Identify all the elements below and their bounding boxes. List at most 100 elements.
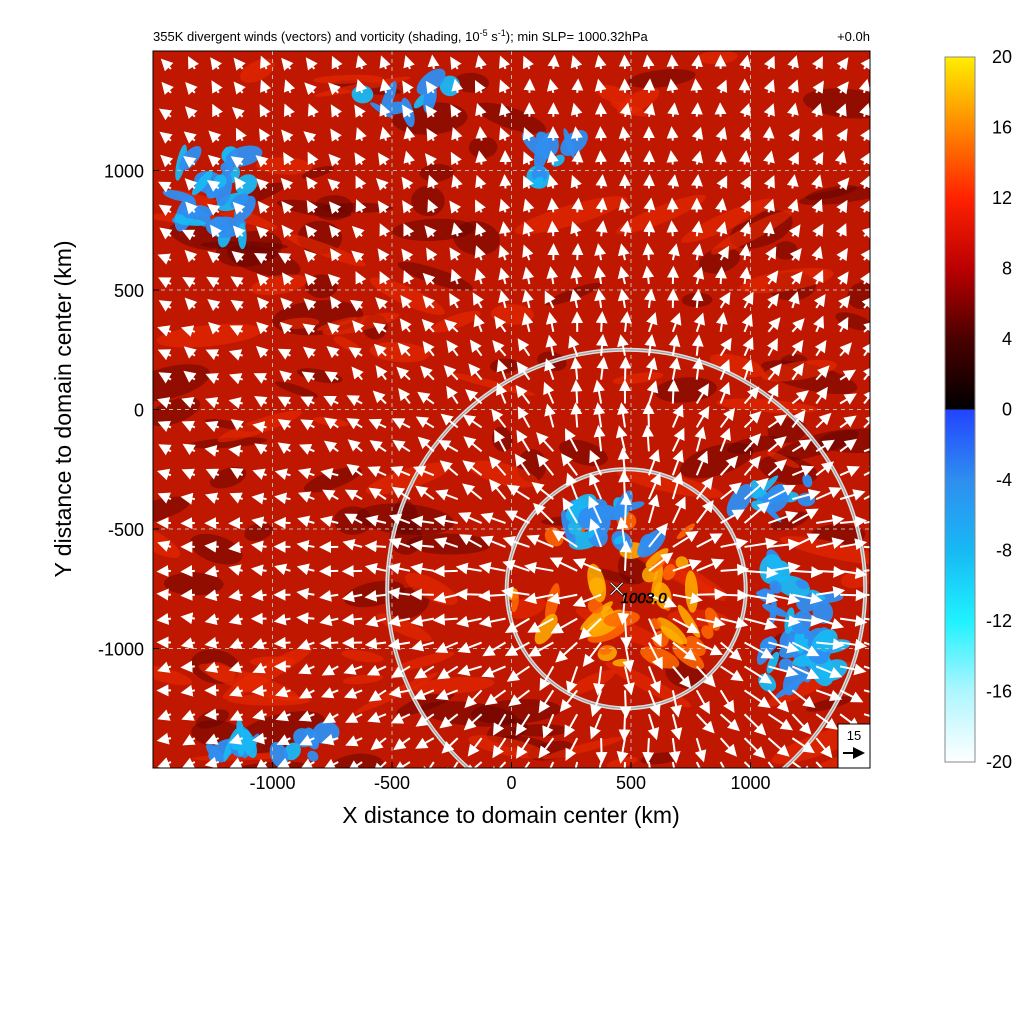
wind-vector (158, 300, 173, 312)
wind-vector (690, 102, 703, 117)
wind-vector (767, 689, 790, 713)
wind-vector (330, 248, 342, 262)
vorticity-patch-high (616, 194, 706, 235)
wind-vector (252, 662, 267, 674)
time-label: +0.0h (837, 29, 870, 44)
wind-vector (401, 176, 414, 190)
wind-vector (547, 220, 560, 237)
wind-vector (813, 293, 826, 309)
wind-vector (863, 465, 870, 477)
wind-vector (743, 761, 753, 768)
wind-vector (432, 565, 458, 578)
wind-vector (390, 665, 411, 678)
wind-vector (273, 636, 291, 649)
wind-vector (835, 103, 847, 118)
wind-vector (763, 79, 775, 94)
wind-vector (451, 126, 463, 141)
wind-vector (205, 397, 220, 409)
wind-vector (569, 288, 582, 309)
wind-vector (516, 429, 531, 452)
wind-vector (768, 641, 800, 654)
wind-vector (421, 318, 435, 333)
wind-vector (427, 199, 439, 213)
wind-vector (281, 57, 294, 71)
wind-vector (229, 757, 244, 768)
wind-vector (619, 102, 632, 117)
wind-vector (341, 636, 363, 649)
wind-vector (342, 590, 363, 603)
vorticity-negative (532, 176, 544, 189)
wind-vector (619, 492, 632, 524)
wind-vector (388, 537, 411, 550)
vorticity-patch-low (698, 247, 741, 274)
wind-vector (275, 710, 291, 722)
colorbar-tick-label: -12 (986, 611, 1012, 631)
wind-vector (274, 563, 291, 576)
wind-vector (229, 733, 243, 745)
vorticity-negative (283, 742, 301, 761)
reference-vector-box: 15 (837, 723, 871, 769)
vorticity-patch-high (710, 210, 793, 255)
wind-vector (839, 663, 867, 676)
wind-vector (157, 540, 172, 552)
wind-vector (715, 266, 727, 285)
wind-vector (330, 128, 342, 142)
wind-vector (862, 365, 870, 381)
vorticity-band (660, 626, 684, 645)
vorticity-patch-high (468, 735, 548, 759)
wind-vector (667, 174, 680, 189)
colorbar-tick-label: -16 (986, 682, 1012, 702)
wind-vector (321, 733, 339, 746)
wind-vector (815, 713, 839, 730)
wind-vector (306, 200, 319, 214)
wind-vector (791, 533, 820, 548)
wind-vector (324, 371, 339, 383)
wind-vector (255, 155, 269, 168)
wind-vector (273, 613, 291, 626)
wind-vector (570, 102, 583, 117)
wind-vector (791, 409, 806, 429)
wind-vector (812, 80, 824, 94)
wind-vector (667, 379, 680, 404)
wind-vector (228, 541, 243, 554)
wind-vector (342, 539, 363, 551)
wind-vector (595, 311, 608, 332)
wind-vector (229, 325, 244, 337)
wind-vector (403, 270, 415, 285)
wind-vector (691, 220, 704, 237)
wind-vector (252, 732, 267, 745)
wind-vector (522, 289, 534, 309)
wind-vector (672, 559, 702, 572)
vorticity-negative (162, 189, 195, 202)
wind-vector (719, 359, 731, 381)
wind-vector (205, 420, 220, 433)
wind-vector (207, 203, 221, 216)
wind-vector (484, 689, 507, 706)
wind-vector (863, 545, 870, 549)
wind-vector (158, 204, 172, 217)
wind-vector (645, 357, 658, 380)
wind-vector (410, 539, 434, 552)
wind-vector (643, 102, 656, 117)
wind-vector (230, 276, 244, 288)
wind-vector (743, 689, 771, 709)
wind-vector (522, 244, 534, 261)
wind-vector (839, 567, 868, 580)
wind-vector (205, 733, 220, 745)
x-axis-title: X distance to domain center (km) (342, 802, 679, 828)
wind-vector (159, 227, 173, 240)
wind-vector (450, 151, 462, 166)
wind-vector (457, 664, 482, 677)
wind-vector (767, 293, 779, 309)
wind-vector (498, 290, 510, 309)
wind-vector (469, 339, 483, 357)
vorticity-patch-high (153, 664, 193, 686)
wind-vector (695, 689, 710, 715)
wind-vector (816, 514, 845, 527)
wind-vector (672, 665, 692, 689)
wind-vector (391, 486, 411, 500)
wind-vector (815, 365, 830, 381)
wind-vector (768, 665, 799, 678)
wind-vector (346, 418, 363, 430)
wind-vector (538, 737, 555, 759)
